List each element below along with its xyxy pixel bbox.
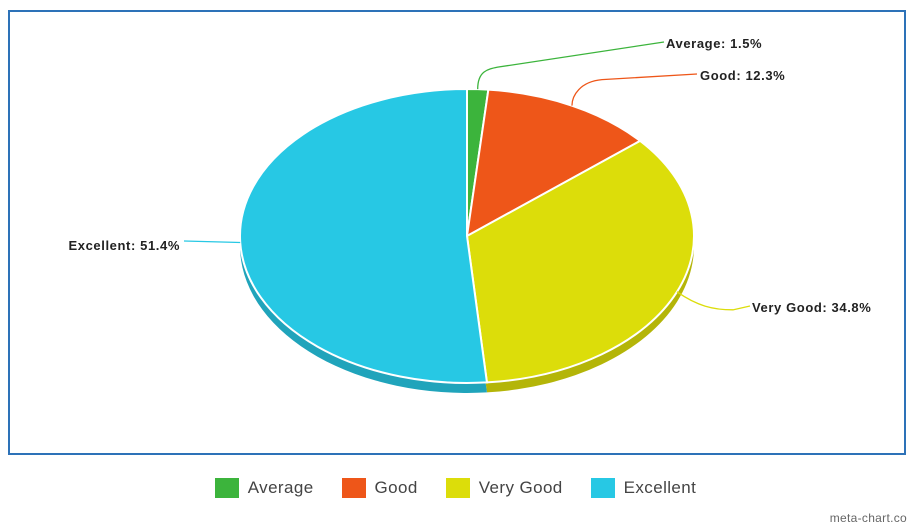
legend-label-average: Average: [247, 478, 314, 497]
legend-item-good[interactable]: Good: [341, 478, 418, 498]
legend-label-excellent: Excellent: [623, 478, 697, 497]
leader-line-average: [477, 41, 665, 90]
legend-label-good: Good: [374, 478, 418, 497]
legend-swatch-excellent: [590, 478, 615, 498]
legend-label-very-good: Very Good: [478, 478, 563, 497]
legend-item-very-good[interactable]: Very Good: [445, 478, 563, 498]
watermark: meta-chart.co: [829, 511, 907, 525]
slice-label-average: Average: 1.5%: [666, 36, 762, 51]
slice-label-very-good: Very Good: 34.8%: [752, 300, 871, 315]
legend-swatch-good: [341, 478, 366, 498]
slice-very-good[interactable]: [465, 139, 695, 384]
leader-line-excellent: [183, 240, 241, 244]
slice-label-good: Good: 12.3%: [700, 68, 785, 83]
leader-line-very-good: [676, 291, 751, 311]
legend: Average Good Very Good Excellent: [0, 478, 911, 498]
slice-good[interactable]: [465, 88, 642, 238]
legend-swatch-average: [214, 478, 239, 498]
slice-label-excellent: Excellent: 51.4%: [69, 238, 181, 253]
slice-excellent[interactable]: [239, 87, 489, 384]
legend-swatch-very-good: [445, 478, 470, 498]
pie-chart: Average: 1.5% Good: 12.3% Very Good: 34.8%…: [69, 36, 871, 393]
legend-item-average[interactable]: Average: [214, 478, 314, 498]
legend-item-excellent[interactable]: Excellent: [590, 478, 697, 498]
leader-line-good: [571, 73, 698, 106]
